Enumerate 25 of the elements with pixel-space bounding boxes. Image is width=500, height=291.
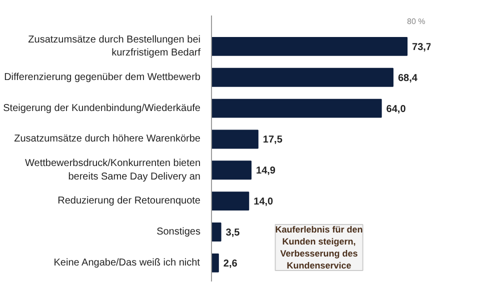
y-tick-label: Zusatzumsätze durch Bestellungen bei kurzfristigem Bedarf	[28, 34, 201, 59]
y-tick-label: Wettbewerbsdruck/Konkurrenten bieten bereits Same Day Delivery an	[25, 158, 201, 182]
bar	[212, 160, 252, 180]
bar	[212, 98, 382, 118]
y-tick-label: Keine Angabe/Das weiß ich nicht	[54, 257, 200, 268]
data-label: 17,5	[262, 134, 283, 146]
bar	[212, 192, 250, 211]
data-label: 2,6	[223, 258, 238, 270]
bar	[212, 253, 219, 272]
annotation: Kauferlebnis für den Kunden steigern, Verbesserung des Kundenservice	[275, 224, 363, 270]
bar	[212, 68, 394, 87]
data-label: 14,0	[254, 196, 274, 208]
y-tick-label: Zusatzumsätze durch höhere Warenkörbe	[14, 134, 201, 145]
y-tick-label: Sonstiges	[156, 226, 201, 238]
y-tick-label: Reduzierung der Retourenquote	[58, 196, 201, 207]
y-tick-label: Differenzierung gegenüber dem Wettbewerb	[4, 72, 201, 83]
y-tick-label: Steigerung der Kundenbindung/Wiederkäufe	[3, 102, 201, 114]
data-label: 64,0	[386, 104, 406, 115]
bar	[212, 36, 408, 56]
bar	[212, 222, 222, 242]
data-label: 68,4	[398, 72, 418, 84]
bar	[212, 130, 258, 149]
annotation: 80 %	[407, 17, 426, 26]
data-label: 14,9	[256, 166, 276, 177]
data-label: 3,5	[226, 228, 240, 239]
